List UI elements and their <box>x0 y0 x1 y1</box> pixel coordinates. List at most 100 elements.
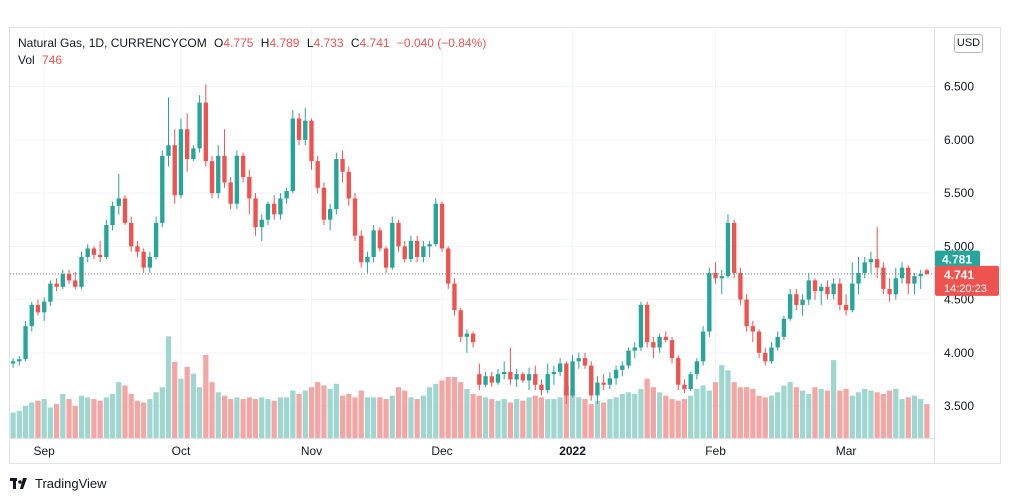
candle-body <box>700 331 706 362</box>
volume-bar <box>339 395 346 438</box>
volume-bar <box>638 388 644 438</box>
volume-bar <box>408 397 414 438</box>
candle-body <box>327 209 333 220</box>
volume-bar <box>91 399 97 438</box>
volume-bar <box>576 397 582 438</box>
countdown-label: 14:20:23 <box>944 283 987 295</box>
candle-body <box>874 259 880 268</box>
last-price-label: 4.741 <box>944 268 974 282</box>
volume-bar <box>650 387 656 438</box>
candle-body <box>452 283 457 311</box>
candle-body <box>97 254 103 257</box>
candle-body <box>85 248 90 257</box>
currency-button[interactable]: USD <box>954 34 983 53</box>
volume-bar <box>321 385 327 438</box>
candle-body <box>160 155 165 223</box>
volume-bar <box>601 402 607 438</box>
volume-bar <box>712 382 719 438</box>
volume-bar <box>72 405 78 438</box>
candle-body <box>147 256 153 268</box>
volume-bar <box>60 393 66 438</box>
volume-bar <box>582 399 588 438</box>
candle-body <box>744 299 749 327</box>
volume-bar <box>787 382 793 438</box>
high-value: H4.789 <box>260 36 300 50</box>
volume-bar <box>762 397 768 438</box>
candle-body <box>17 359 22 362</box>
candle-body <box>694 361 700 375</box>
volume-bar <box>775 392 781 438</box>
volume-bar <box>656 392 663 438</box>
candle-body <box>346 171 351 199</box>
candle-body <box>626 350 631 366</box>
volume-bar <box>613 397 619 438</box>
volume-bar <box>259 397 265 438</box>
candle-body <box>129 222 134 247</box>
candle-body <box>533 374 538 385</box>
close-value: C4.741 <box>350 36 390 50</box>
volume-bar <box>501 399 507 438</box>
candle-body <box>620 365 625 370</box>
candle-body <box>595 382 600 396</box>
volume-bar <box>159 387 165 438</box>
candle-body <box>862 262 867 273</box>
candle-body <box>371 230 376 257</box>
volume-bar <box>122 385 128 438</box>
chart-frame <box>9 27 1001 464</box>
candle-body <box>54 283 59 287</box>
volume-bar <box>277 397 284 438</box>
candle-body <box>10 361 16 364</box>
candle-body <box>216 155 221 194</box>
volume-bar <box>793 387 799 438</box>
candle-body <box>116 198 121 206</box>
candle-body <box>91 248 97 255</box>
candle-body <box>756 331 762 353</box>
candle-body <box>837 283 843 305</box>
volume-bar <box>799 390 806 438</box>
volume-bar <box>290 390 296 438</box>
volume-bar <box>818 388 824 438</box>
time-axis-separator <box>9 438 934 439</box>
volume-bar <box>464 388 470 438</box>
volume-bar <box>395 387 402 438</box>
candle-body <box>551 371 557 375</box>
candle-body <box>228 182 233 204</box>
volume-bar <box>837 390 843 438</box>
volume-bar <box>364 397 371 438</box>
volume-bar <box>458 382 464 438</box>
volume-bar <box>532 395 538 438</box>
volume-bar <box>308 387 315 438</box>
candle-body <box>477 374 482 385</box>
candle-body <box>234 155 240 204</box>
volume-bar <box>918 399 924 438</box>
volume-bar <box>880 393 886 438</box>
candle-body <box>284 190 289 199</box>
volume-bar <box>905 397 911 438</box>
brand[interactable]: TradingView <box>10 476 107 491</box>
candle-body <box>433 203 438 245</box>
volume-bar <box>588 404 594 438</box>
volume-bar <box>545 399 551 438</box>
volume-bars <box>10 336 930 438</box>
volume-bar <box>296 393 302 438</box>
candle-body <box>613 369 619 379</box>
volume-bar <box>246 397 252 438</box>
candle-body <box>545 374 550 391</box>
candle-body <box>222 155 227 183</box>
volume-bar <box>116 382 122 438</box>
tradingview-logo-icon <box>10 477 27 489</box>
volume-bar <box>190 373 196 438</box>
time-tick-label: Dec <box>431 444 452 458</box>
candle-body <box>265 203 271 220</box>
candle-body <box>135 246 140 252</box>
volume-bar <box>831 360 837 438</box>
candle-body <box>203 102 208 162</box>
volume-bar <box>134 400 141 438</box>
candle-body <box>446 248 451 284</box>
volume-bar <box>271 400 277 438</box>
volume-bar <box>234 397 240 438</box>
candle-body <box>825 286 830 295</box>
candle-body <box>396 222 401 247</box>
volume-bar <box>868 390 874 438</box>
